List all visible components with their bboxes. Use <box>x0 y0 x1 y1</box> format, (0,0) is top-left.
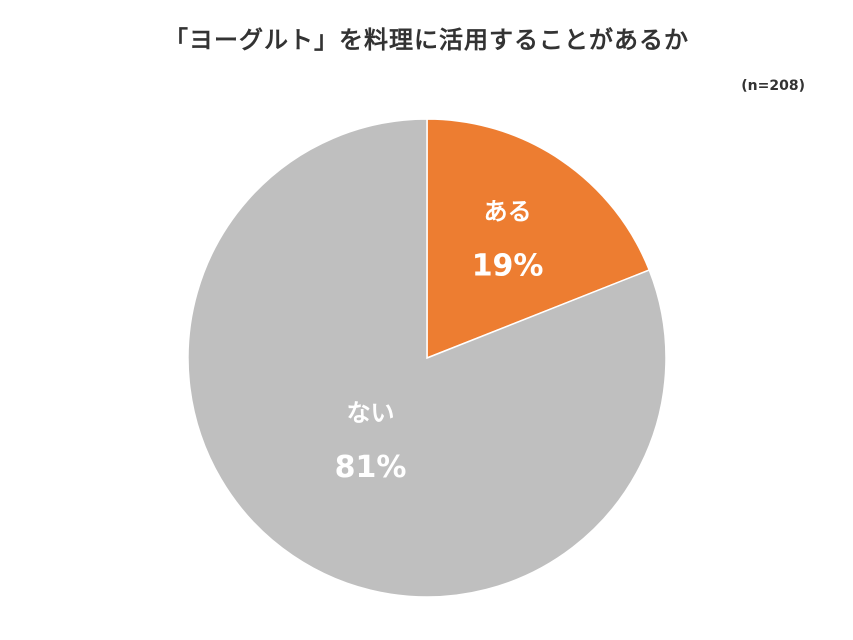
sample-size-note: (n=208) <box>741 78 805 94</box>
chart-title: 「ヨーグルト」を料理に活用することがあるか <box>164 26 689 54</box>
slice-category-label: ない <box>347 399 395 427</box>
slice-category-label: ある <box>484 197 532 225</box>
pie-slice-2 <box>187 118 667 598</box>
slice-value-label: 19% <box>472 248 544 283</box>
pie-slice-1 <box>426 118 651 360</box>
slice-value-label: 81% <box>335 450 407 485</box>
